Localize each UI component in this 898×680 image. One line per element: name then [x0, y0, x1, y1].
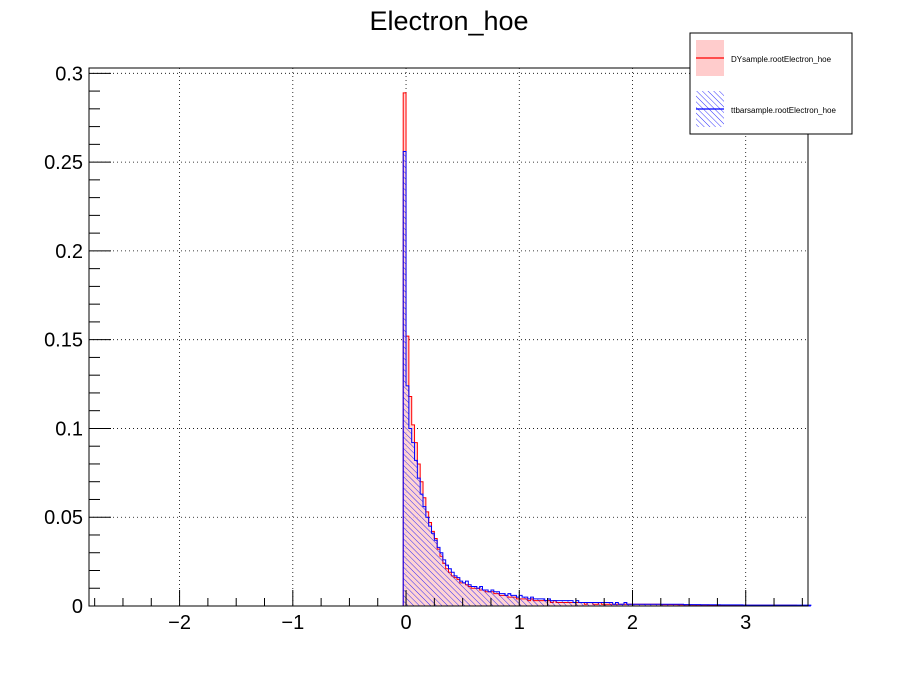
series-fill-1: [403, 151, 811, 606]
legend-label-dysample: DYsample.rootElectron_hoe: [731, 55, 832, 64]
series-outline-0: [402, 92, 798, 606]
y-tick-label-6: 0.3: [55, 63, 83, 85]
x-tick-label-2: 0: [400, 612, 411, 634]
y-tick-label-2: 0.1: [55, 418, 83, 440]
y-tick-label-5: 0.25: [44, 152, 83, 174]
x-tick-label-1: −1: [281, 612, 304, 634]
y-tick-label-1: 0.05: [44, 507, 83, 529]
y-tick-label-3: 0.15: [44, 330, 83, 352]
series-0: [89, 92, 808, 607]
x-tick-label-3: 1: [514, 612, 525, 634]
axis-layer: 0 0.05 0.1 0.15 0.2 0.25 0.3 −2 −1 0 1 2 3: [44, 63, 809, 634]
grid-layer: [89, 68, 808, 606]
chart-title: Electron_hoe: [369, 6, 528, 36]
y-tick-label-4: 0.2: [55, 241, 83, 263]
y-tick-label-0: 0: [72, 596, 83, 618]
series-outline-1: [402, 150, 812, 606]
legend-label-ttbarsample: ttbarsample.rootElectron_hoe: [731, 106, 837, 115]
x-tick-label-5: 3: [740, 612, 751, 634]
legend: DYsample.rootElectron_hoe ttbarsample.ro…: [689, 32, 853, 135]
plot-frame: [88, 67, 809, 607]
x-tick-label-0: −2: [168, 612, 191, 634]
series-layer: [89, 92, 812, 607]
legend-entry-dysample: DYsample.rootElectron_hoe: [696, 40, 832, 76]
legend-entry-ttbarsample: ttbarsample.rootElectron_hoe: [696, 91, 837, 127]
x-tick-label-4: 2: [627, 612, 638, 634]
series-fill-0: [403, 92, 797, 606]
series-1: [89, 150, 812, 607]
